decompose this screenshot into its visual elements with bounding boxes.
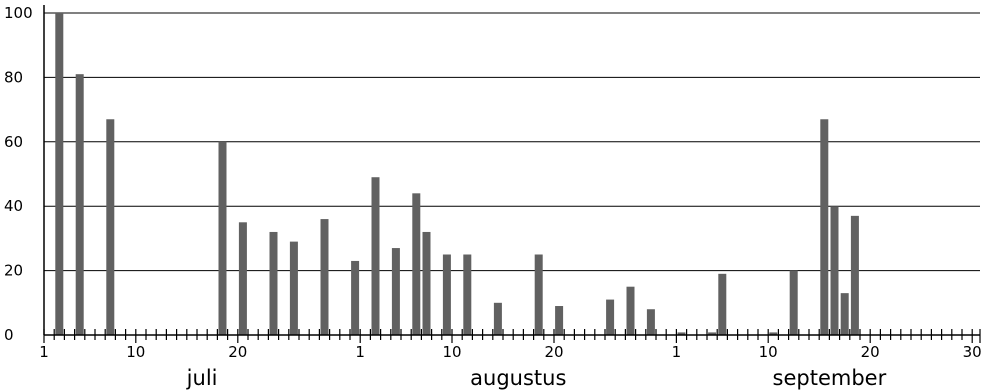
bar-augustus-4 [391,248,400,335]
x-tick-label-juli-10: 10 [126,343,145,361]
gridlines [44,12,980,272]
bar-augustus-29 [646,309,655,335]
y-axis-labels: 0 20 40 60 80 100 [4,4,33,344]
bar-juli-28 [320,219,329,335]
bars [55,13,859,336]
bar-september-12 [789,270,798,335]
bar-augustus-20 [555,306,564,335]
bar-augustus-27 [626,286,635,335]
month-label-juli: juli [186,366,218,390]
bar-juli-20 [238,222,247,335]
bar-september-16 [830,206,839,335]
x-tick-label-augustus-20: 20 [544,343,563,361]
bar-september-1 [677,332,686,335]
bar-augustus-9 [442,254,451,335]
bar-september-5 [718,273,727,335]
bar-augustus-2 [371,177,380,335]
bar-september-17 [840,293,849,335]
x-tick-label-juli-20: 20 [228,343,247,361]
y-tick-label-20: 20 [4,262,23,280]
x-axis-labels: 1 10 20 juli 1 10 20 augustus 1 10 20 30 september [39,343,982,390]
x-tick-label-september-20: 20 [861,343,880,361]
y-tick-label-100: 100 [4,4,33,22]
bar-augustus-14 [493,302,502,335]
bar-juli-25 [289,241,298,335]
x-tick-label-september-30: 30 [963,343,982,361]
bar-juli-31 [351,260,360,335]
bar-augustus-18 [534,254,543,335]
y-tick-label-80: 80 [4,68,23,86]
bar-augustus-11 [463,254,472,335]
x-axis [43,5,981,343]
bar-augustus-6 [412,193,421,335]
month-label-september: september [773,366,887,390]
bar-september-10 [769,332,778,335]
y-tick-label-40: 40 [4,197,23,215]
x-tick-label-september-1: 1 [672,343,682,361]
bar-juli-4 [75,74,84,336]
x-tick-label-augustus-1: 1 [355,343,365,361]
bar-augustus-25 [606,299,615,335]
bar-juli-18 [218,141,227,335]
bar-september-15 [820,119,829,335]
bar-augustus-7 [422,231,431,335]
bar-september-18 [850,215,859,335]
x-tick-label-augustus-10: 10 [442,343,461,361]
y-tick-label-0: 0 [4,326,14,344]
bar-september-4 [708,332,717,335]
bar-juli-7 [106,119,115,335]
y-tick-label-60: 60 [4,133,23,151]
x-tick-label-september-10: 10 [759,343,778,361]
x-tick-label-juli-1: 1 [39,343,49,361]
bar-juli-23 [269,231,278,335]
month-label-augustus: augustus [470,366,566,390]
bar-juli-2 [55,13,64,335]
